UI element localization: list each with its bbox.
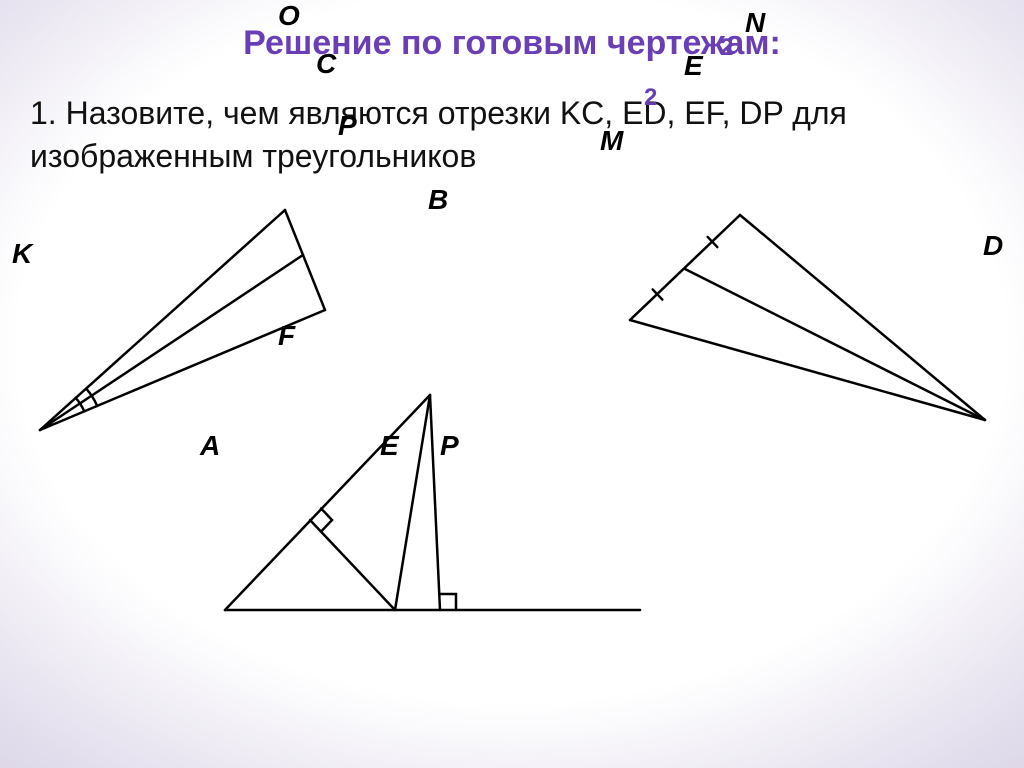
label-d: D [983, 230, 1003, 262]
mark-2b: 2 [720, 34, 733, 62]
page-title: Решение по готовым чертежам: [0, 24, 1024, 63]
label-o: O [278, 0, 300, 32]
triangle-abp [225, 395, 640, 610]
label-k: K [12, 238, 32, 270]
diagram-canvas [0, 180, 1024, 740]
label-p2: P [440, 430, 459, 462]
triangle-mnd [630, 215, 985, 420]
label-e2: E [380, 430, 399, 462]
label-m: M [600, 125, 623, 157]
label-n: N [745, 7, 765, 39]
label-f: F [278, 320, 295, 352]
label-b: B [428, 184, 448, 216]
label-e: E [684, 50, 703, 82]
task-text: 1. Назовите, чем являются отрезки KC, ED… [30, 92, 990, 178]
mark-2a: 2 [644, 84, 657, 112]
label-c: C [316, 48, 336, 80]
label-a: A [200, 430, 220, 462]
label-p: P [338, 110, 357, 142]
